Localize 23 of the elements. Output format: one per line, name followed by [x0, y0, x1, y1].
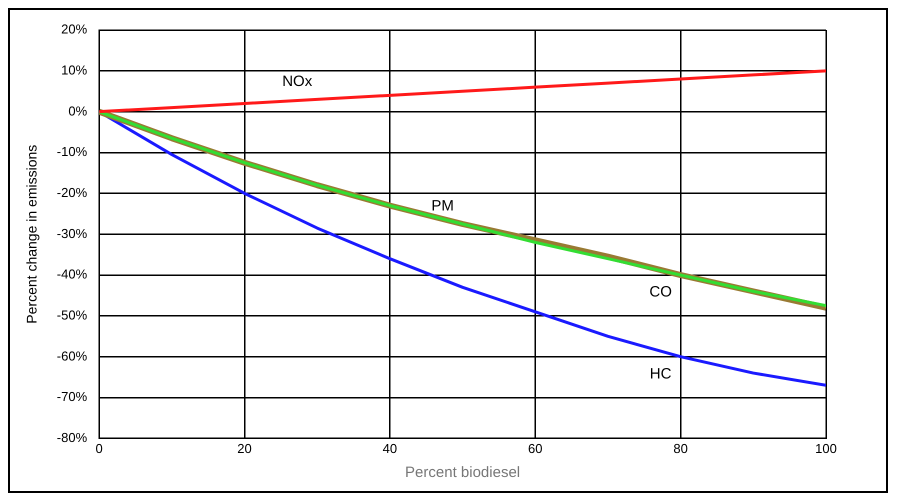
x-tick-label: 60 [528, 440, 542, 456]
x-tick-label: 80 [673, 440, 688, 456]
series-label: CO [649, 284, 672, 301]
y-tick-label: -80% [56, 430, 88, 445]
y-tick-label: -40% [56, 266, 88, 282]
y-tick-label: 0% [68, 103, 88, 118]
x-axis-title: Percent biodiesel [405, 464, 520, 482]
y-tick-label: -70% [56, 389, 88, 404]
y-axis-title: Percent change in emissions [23, 144, 40, 324]
y-tick-label: -20% [56, 184, 88, 200]
y-tick-label: 20% [61, 22, 88, 37]
y-tick-label: -50% [56, 307, 88, 322]
y-tick-label: -60% [56, 348, 88, 364]
y-tick-label: 10% [61, 62, 88, 78]
y-tick-label: -10% [56, 144, 88, 160]
x-tick-label: 100 [815, 440, 837, 456]
series-label: NOx [282, 73, 313, 90]
x-tick-label: 0 [96, 440, 103, 456]
x-tick-label: 20 [237, 440, 252, 456]
series-label: PM [431, 198, 454, 215]
y-tick-label: -30% [56, 226, 88, 241]
x-tick-label: 40 [382, 440, 398, 456]
series-label: HC [650, 365, 672, 382]
